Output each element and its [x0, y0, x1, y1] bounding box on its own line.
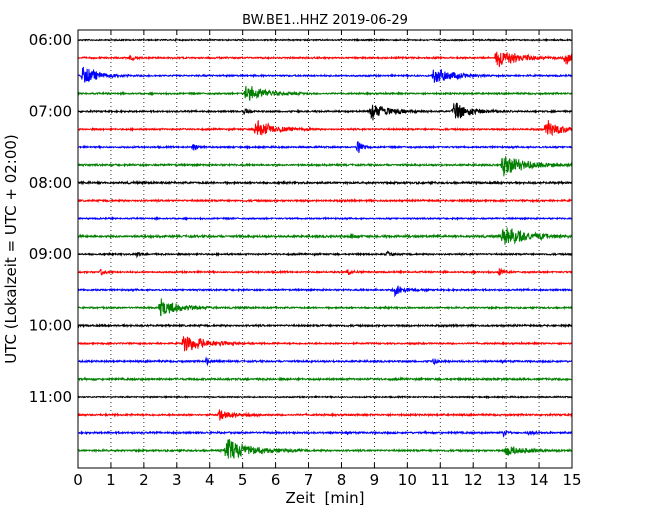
trace-0915	[77, 267, 573, 276]
y-tick-label: 10:00	[29, 317, 72, 335]
trace-0730	[77, 141, 573, 153]
y-tick-label: 08:00	[29, 174, 72, 192]
x-tick-label: 10	[398, 471, 417, 489]
x-tick-label: 6	[271, 471, 281, 489]
trace-1030	[77, 356, 573, 367]
x-tick-label: 3	[172, 471, 182, 489]
x-tick-label: 15	[562, 471, 581, 489]
trace-0615	[77, 51, 573, 68]
y-tick-label: 06:00	[29, 31, 72, 49]
x-tick-label: 1	[106, 471, 116, 489]
trace-0700	[77, 102, 573, 121]
x-axis: 0 1 2 3 4 5 6 7 8 9 10 11 12 13 14 15	[73, 30, 582, 489]
x-tick-label: 7	[304, 471, 314, 489]
trace-0745	[77, 156, 573, 177]
y-axis: 06:00 07:00 08:00 09:00 10:00 11:00	[29, 31, 572, 406]
trace-0600	[77, 37, 573, 43]
x-tick-label: 2	[139, 471, 149, 489]
x-tick-label: 13	[497, 471, 516, 489]
x-tick-label: 4	[205, 471, 215, 489]
trace-0715	[77, 119, 573, 137]
x-tick-label: 14	[530, 471, 549, 489]
trace-1000	[77, 322, 573, 329]
trace-0830	[77, 216, 573, 222]
trace-0945	[77, 298, 573, 317]
trace-0900	[77, 250, 573, 259]
trace-group	[77, 37, 573, 459]
trace-0845	[77, 227, 573, 245]
x-tick-label: 8	[337, 471, 347, 489]
plot-frame	[77, 29, 573, 469]
trace-1015	[77, 336, 573, 352]
x-axis-label: Zeit [min]	[285, 489, 364, 507]
trace-0930	[77, 285, 573, 298]
trace-1115	[77, 409, 573, 421]
y-tick-label: 09:00	[29, 245, 72, 263]
trace-0815	[77, 197, 573, 204]
trace-0630	[77, 66, 573, 83]
chart-title: BW.BE1..HHZ 2019-06-29	[242, 13, 408, 28]
x-tick-label: 0	[73, 471, 83, 489]
trace-1130	[77, 430, 573, 438]
trace-0800	[77, 179, 573, 186]
trace-1100	[77, 394, 573, 400]
y-axis-label: UTC (Lokalzeit = UTC + 02:00)	[2, 134, 20, 364]
x-tick-label: 11	[431, 471, 450, 489]
grid-lines	[110, 30, 540, 468]
x-tick-label: 12	[464, 471, 483, 489]
trace-1045	[77, 376, 573, 383]
x-tick-label: 5	[238, 471, 248, 489]
x-tick-label: 9	[370, 471, 380, 489]
y-tick-label: 07:00	[29, 102, 72, 120]
trace-1145	[77, 438, 573, 459]
trace-0645	[77, 85, 573, 101]
y-tick-label: 11:00	[29, 388, 72, 406]
